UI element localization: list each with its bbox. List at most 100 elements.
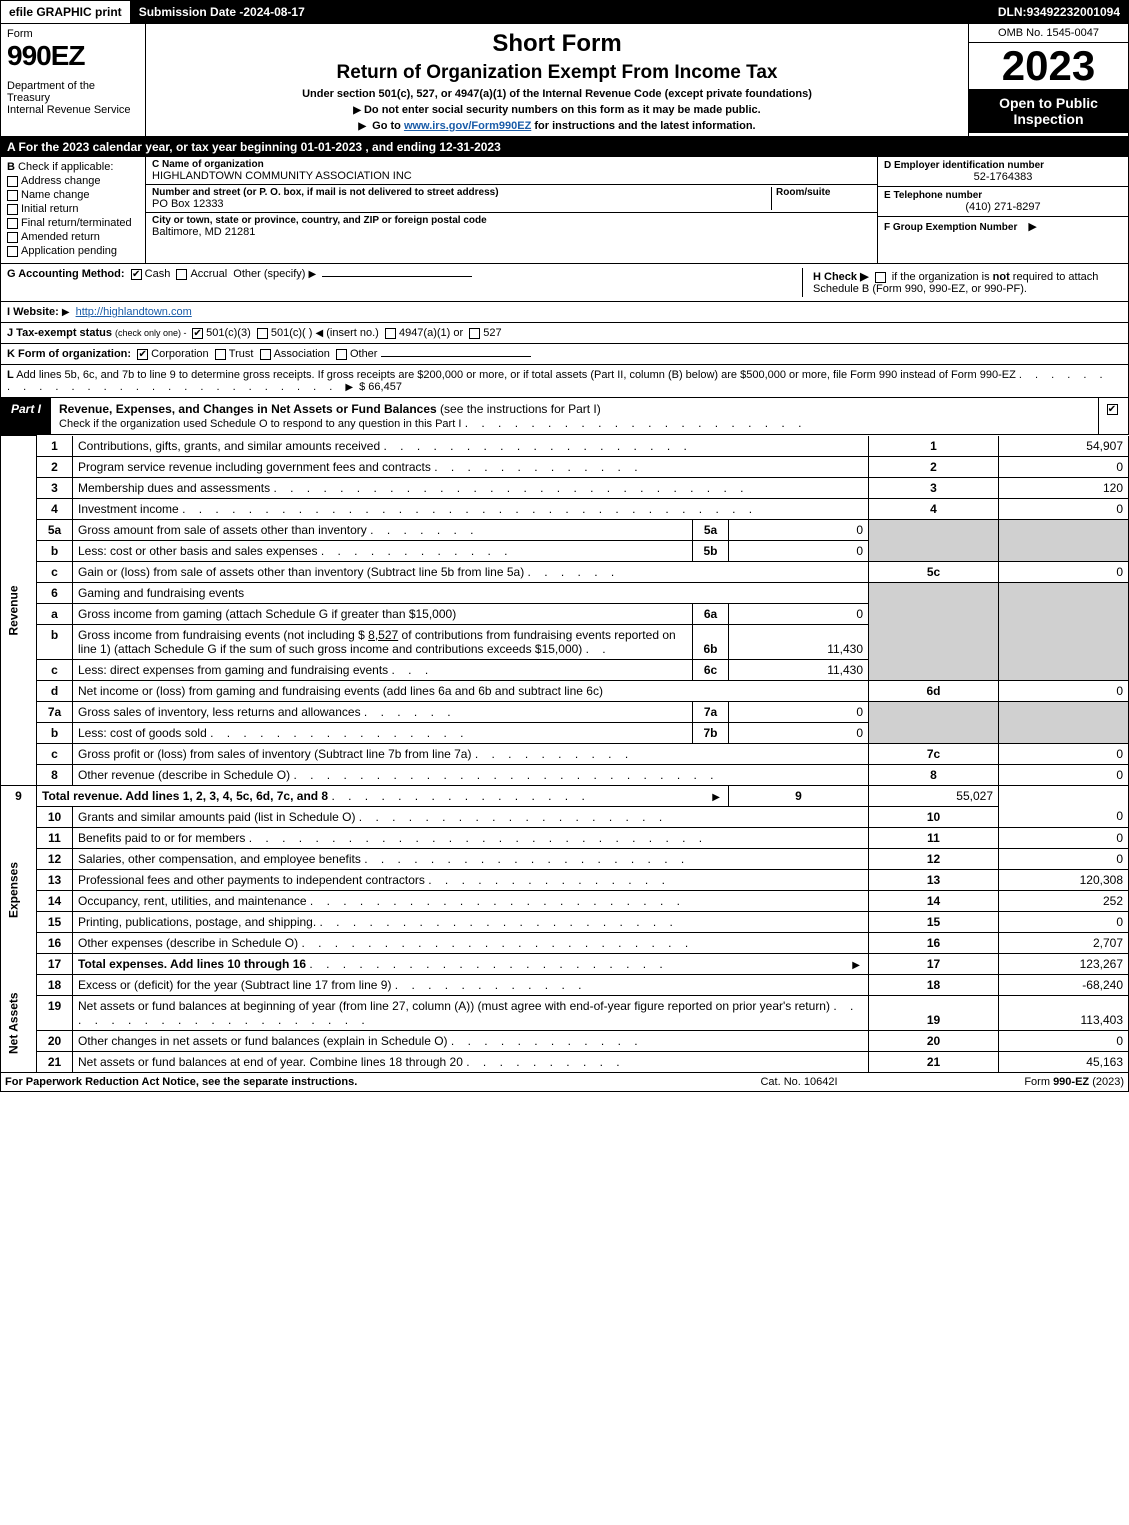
org-city: Baltimore, MD 21281: [152, 226, 871, 238]
chk-address-change[interactable]: Address change: [7, 175, 139, 187]
line-20: 20 Other changes in net assets or fund b…: [1, 1030, 1129, 1051]
goto-line: Go to www.irs.gov/Form990EZ for instruct…: [152, 120, 962, 132]
dln: DLN: 93492232001094: [990, 1, 1128, 23]
top-bar: efile GRAPHIC print Submission Date - 20…: [0, 0, 1129, 24]
line-16: 16 Other expenses (describe in Schedule …: [1, 932, 1129, 953]
dept-line1: Department of the Treasury: [7, 80, 139, 104]
chk-association[interactable]: [260, 349, 271, 360]
section-C: C Name of organization HIGHLANDTOWN COMM…: [146, 157, 878, 263]
dept-line2: Internal Revenue Service: [7, 104, 139, 116]
chk-final-return[interactable]: Final return/terminated: [7, 217, 139, 229]
row-I: I Website: http://highlandtown.com: [0, 302, 1129, 323]
C-addr-label: Number and street (or P. O. box, if mail…: [152, 187, 771, 198]
I-label: I Website:: [7, 306, 62, 318]
line-15: 15 Printing, publications, postage, and …: [1, 911, 1129, 932]
L-amount: $ 66,457: [359, 381, 402, 393]
chk-amended-return[interactable]: Amended return: [7, 231, 139, 243]
ein-value: 52-1764383: [884, 171, 1122, 183]
line-8: 8 Other revenue (describe in Schedule O)…: [1, 764, 1129, 785]
H-label: H Check ▶: [813, 271, 869, 283]
part-I-checkbox[interactable]: ✔: [1098, 398, 1128, 434]
E-tel-label: E Telephone number: [884, 190, 1122, 201]
side-net-assets: Net Assets: [1, 974, 37, 1072]
header-mid: Short Form Return of Organization Exempt…: [146, 24, 968, 136]
G-label: G Accounting Method:: [7, 268, 125, 280]
topbar-spacer: [314, 1, 990, 23]
line-18: Net Assets 18 Excess or (deficit) for th…: [1, 974, 1129, 995]
room-suite-label: Room/suite: [776, 187, 871, 198]
B-check-text: Check if applicable:: [18, 161, 113, 173]
chk-527[interactable]: [469, 328, 480, 339]
line-7c: c Gross profit or (loss) from sales of i…: [1, 743, 1129, 764]
row-G-H: G Accounting Method: ✔Cash Accrual Other…: [0, 264, 1129, 302]
org-name: HIGHLANDTOWN COMMUNITY ASSOCIATION INC: [152, 170, 871, 182]
row-A-tax-year: A For the 2023 calendar year, or tax yea…: [0, 137, 1129, 157]
chk-501c[interactable]: [257, 328, 268, 339]
chk-accrual[interactable]: [176, 269, 187, 280]
org-address: PO Box 12333: [152, 198, 771, 210]
part-I-header: Part I Revenue, Expenses, and Changes in…: [0, 398, 1129, 435]
side-expenses: Expenses: [1, 806, 37, 974]
line-10: Expenses 10 Grants and similar amounts p…: [1, 806, 1129, 827]
submission-date-value: 2024-08-17: [243, 5, 304, 19]
tel-value: (410) 271-8297: [884, 201, 1122, 213]
section-B: B Check if applicable: Address change Na…: [1, 157, 146, 263]
section-D: D Employer identification number 52-1764…: [878, 157, 1128, 263]
form-number: 990EZ: [7, 40, 139, 72]
line-6b-amount: 8,527: [368, 628, 398, 642]
title-short-form: Short Form: [152, 30, 962, 58]
chk-application-pending[interactable]: Application pending: [7, 245, 139, 257]
ssn-warning: Do not enter social security numbers on …: [152, 104, 962, 116]
line-13: 13 Professional fees and other payments …: [1, 869, 1129, 890]
B-label: B: [7, 161, 15, 173]
line-6: 6 Gaming and fundraising events: [1, 582, 1129, 603]
dln-label: DLN:: [998, 5, 1027, 19]
header: Form 990EZ Department of the Treasury In…: [0, 24, 1129, 137]
part-I-title: Revenue, Expenses, and Changes in Net As…: [51, 398, 1098, 434]
submission-date-label: Submission Date -: [139, 5, 244, 19]
header-right: OMB No. 1545-0047 2023 Open to Public In…: [968, 24, 1128, 136]
chk-corporation[interactable]: ✔: [137, 349, 148, 360]
omb-number: OMB No. 1545-0047: [969, 24, 1128, 43]
line-14: 14 Occupancy, rent, utilities, and maint…: [1, 890, 1129, 911]
chk-name-change[interactable]: Name change: [7, 189, 139, 201]
row-K: K Form of organization: ✔Corporation Tru…: [0, 344, 1129, 365]
line-19: 19 Net assets or fund balances at beginn…: [1, 995, 1129, 1030]
website-link[interactable]: http://highlandtown.com: [76, 306, 192, 318]
J-label: J Tax-exempt status: [7, 327, 112, 339]
side-revenue: Revenue: [1, 436, 37, 786]
chk-4947[interactable]: [385, 328, 396, 339]
dln-value: 93492232001094: [1027, 5, 1120, 19]
chk-501c3[interactable]: ✔: [192, 328, 203, 339]
line-9: 9 Total revenue. Add lines 1, 2, 3, 4, 5…: [1, 785, 1129, 806]
cat-number: Cat. No. 10642I: [674, 1076, 924, 1088]
submission-date: Submission Date - 2024-08-17: [131, 1, 314, 23]
line-6d: d Net income or (loss) from gaming and f…: [1, 680, 1129, 701]
L-text: Add lines 5b, 6c, and 7b to line 9 to de…: [16, 369, 1016, 381]
line-11: 11 Benefits paid to or for members . . .…: [1, 827, 1129, 848]
line-3: 3 Membership dues and assessments . . . …: [1, 477, 1129, 498]
chk-cash[interactable]: ✔: [131, 269, 142, 280]
F-group-label: F Group Exemption Number: [884, 222, 1017, 233]
chk-trust[interactable]: [215, 349, 226, 360]
paperwork-notice: For Paperwork Reduction Act Notice, see …: [5, 1076, 674, 1088]
line-1: Revenue 1 Contributions, gifts, grants, …: [1, 436, 1129, 457]
form-footer: Form 990-EZ (2023): [924, 1076, 1124, 1088]
efile-print[interactable]: efile GRAPHIC print: [1, 1, 131, 23]
chk-other-org[interactable]: [336, 349, 347, 360]
chk-initial-return[interactable]: Initial return: [7, 203, 139, 215]
line-7a: 7a Gross sales of inventory, less return…: [1, 701, 1129, 722]
line-21: 21 Net assets or fund balances at end of…: [1, 1051, 1129, 1072]
part-I-label: Part I: [1, 398, 51, 434]
F-group-arrow: ▶: [1028, 221, 1036, 233]
lines-table: Revenue 1 Contributions, gifts, grants, …: [0, 435, 1129, 1073]
form-word: Form: [7, 28, 139, 40]
chk-schedule-b[interactable]: [875, 272, 886, 283]
tax-year: 2023: [969, 43, 1128, 89]
header-left: Form 990EZ Department of the Treasury In…: [1, 24, 146, 136]
D-ein-label: D Employer identification number: [884, 160, 1122, 171]
subtitle: Under section 501(c), 527, or 4947(a)(1)…: [152, 88, 962, 100]
L-label: L: [7, 369, 14, 381]
line-5a: 5a Gross amount from sale of assets othe…: [1, 519, 1129, 540]
irs-link[interactable]: www.irs.gov/Form990EZ: [404, 120, 531, 132]
